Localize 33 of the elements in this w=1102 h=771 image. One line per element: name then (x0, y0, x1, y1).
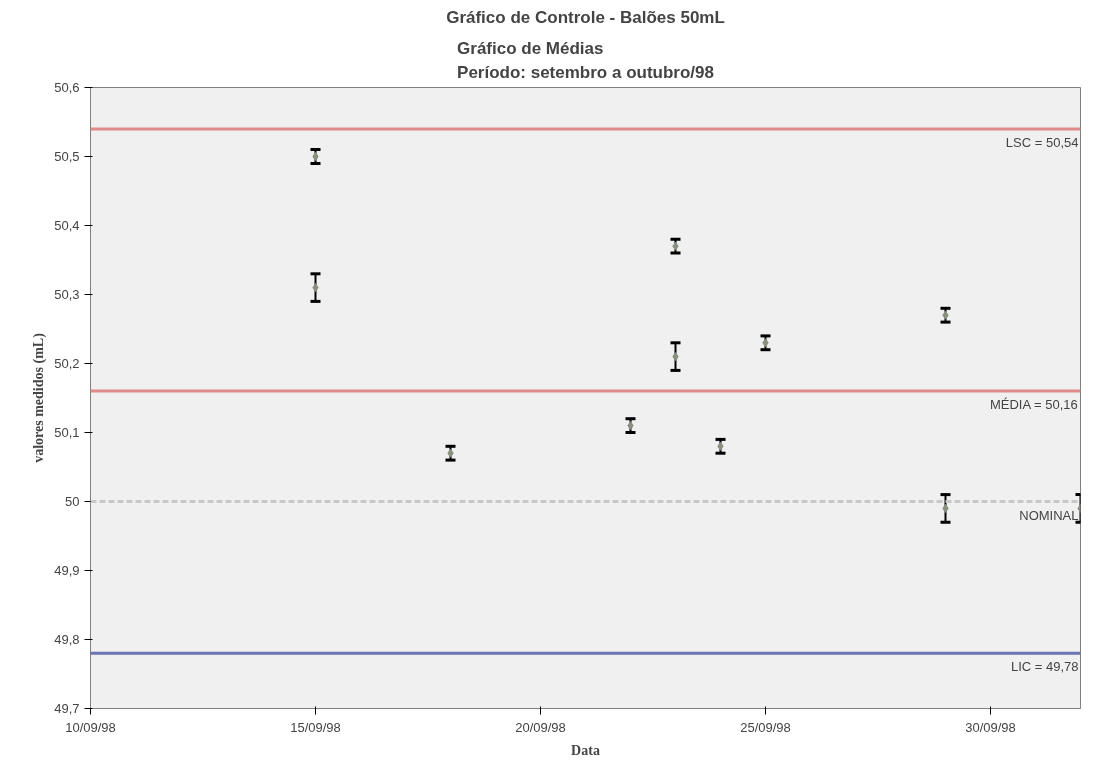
x-axis-title: Data (571, 742, 600, 758)
y-tick-label: 49,9 (54, 563, 80, 578)
chart-subtitle: Gráfico de Médias Período: setembro a outubro/98 (457, 38, 714, 83)
y-tick-label: 50,3 (54, 287, 80, 302)
point (672, 352, 679, 362)
point (717, 441, 724, 451)
point (627, 421, 634, 431)
x-tick-label: 20/09/98 (515, 719, 566, 735)
point (312, 152, 319, 161)
y-tick-label: 49,7 (54, 701, 80, 716)
ref-line-label: NOMINAL (1019, 507, 1079, 523)
point (447, 448, 454, 458)
ref-line-label: LSC = 50,54 (1005, 134, 1079, 150)
point (312, 283, 319, 293)
y-axis-title: valores medidos (mL) (31, 332, 48, 463)
y-tick-label: 50,1 (54, 425, 80, 440)
x-tick-label: 25/09/98 (740, 719, 791, 735)
y-tick-label: 49,8 (54, 632, 80, 647)
ref-line-label: MÉDIA = 50,16 (989, 397, 1078, 413)
y-tick-label: 50,6 (54, 80, 80, 95)
y-tick-label: 50,2 (54, 356, 80, 371)
point (672, 241, 679, 251)
point (942, 503, 949, 513)
y-tick-label: 50,5 (54, 149, 80, 164)
point (762, 338, 769, 348)
x-tick-label: 10/09/98 (65, 719, 116, 735)
y-tick-label: 50 (65, 494, 80, 509)
chart-title: Gráfico de Controle - Balões 50mL (446, 7, 725, 27)
point (942, 310, 949, 320)
y-tick-label: 50,4 (54, 218, 80, 233)
ref-line-label: LIC = 49,78 (1010, 659, 1079, 675)
x-tick-label: 30/09/98 (965, 719, 1016, 735)
x-tick-label: 15/09/98 (290, 719, 341, 735)
